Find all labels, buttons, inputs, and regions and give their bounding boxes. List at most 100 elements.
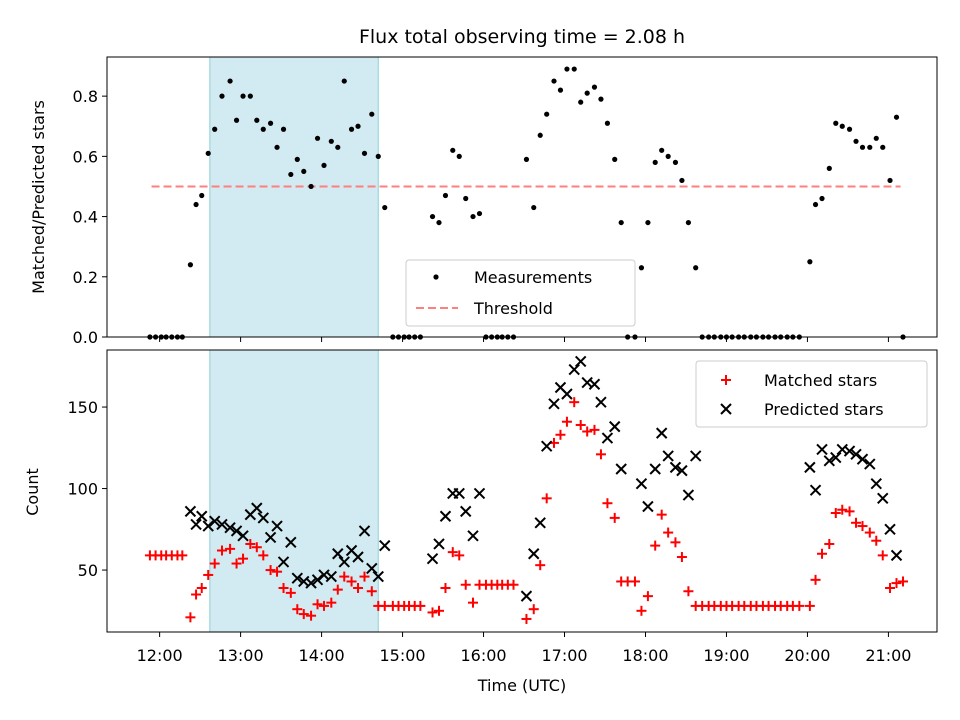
measurement-point: [219, 93, 225, 99]
matched-star-point: [683, 586, 694, 597]
predicted-star-point: [843, 445, 856, 457]
matched-star-point: [595, 449, 606, 460]
measurement-point: [564, 66, 570, 72]
matched-star-point: [468, 597, 479, 608]
measurement-point: [612, 156, 618, 162]
x-tick-label: 16:00: [460, 646, 506, 665]
matched-star-point: [561, 416, 572, 427]
measurement-point: [665, 153, 671, 159]
measurement-point: [812, 201, 819, 208]
measurement-point: [361, 150, 368, 156]
measurement-point: [880, 144, 886, 150]
predicted-star-point: [830, 451, 842, 464]
x-axis-label: Time (UTC): [477, 676, 566, 695]
matched-star-point: [265, 565, 276, 576]
matched-star-point: [454, 550, 465, 561]
matched-star-point: [203, 569, 214, 580]
measurement-point: [274, 144, 280, 150]
predicted-star-point: [271, 520, 283, 532]
predicted-star-point: [609, 420, 621, 433]
top-y-tick-label: 0.2: [73, 268, 98, 287]
measurement-point: [638, 265, 645, 271]
measurement-point: [819, 195, 825, 202]
measurement-point: [537, 132, 543, 138]
top-plot-frame: [106, 56, 938, 338]
measurement-point: [659, 147, 665, 153]
predicted-star-point: [439, 510, 452, 522]
bottom-x-ticks: 12:00 13:00 14:00 15:00 16:00 17:00 18:00 19:00…: [137, 632, 911, 665]
top-panel: 0.00.20.40.60.8 Matched/Predicted stars …: [29, 56, 938, 347]
matched-star-point: [427, 607, 438, 618]
measurement-point: [584, 90, 590, 96]
bottom-y-ticks: 50 100 150: [67, 398, 107, 580]
matched-star-point: [359, 571, 370, 582]
top-y-tick-label: 0.0: [73, 328, 98, 347]
predicted-star-point: [816, 443, 828, 456]
predicted-star-point: [338, 556, 350, 568]
measurement-point: [693, 265, 699, 271]
matched-star-point: [582, 426, 593, 437]
matched-star-point: [629, 576, 640, 587]
matched-star-point: [312, 599, 323, 610]
predicted-star-point: [305, 577, 317, 589]
measurement-point: [240, 93, 246, 99]
predicted-star-point: [809, 484, 822, 496]
matched-star-point: [555, 429, 566, 440]
matched-star-point: [346, 576, 357, 587]
x-tick-label: 21:00: [865, 646, 911, 665]
measurement-point: [335, 144, 341, 150]
measurement-points: [147, 66, 906, 340]
measurement-point: [873, 135, 879, 141]
legend-threshold-label: Threshold: [473, 299, 553, 318]
matched-star-point: [285, 587, 296, 598]
matched-star-point: [810, 574, 821, 585]
measurement-point: [348, 126, 355, 132]
measurement-point: [375, 153, 381, 159]
bottom-legend-box: [695, 360, 928, 428]
predicted-star-point: [568, 363, 580, 376]
matched-star-point: [676, 552, 687, 563]
matched-star-point: [864, 527, 875, 538]
predicted-star-point: [257, 512, 269, 524]
measurement-point: [578, 99, 584, 105]
predicted-star-point: [615, 463, 627, 475]
matched-star-point: [521, 613, 532, 624]
matched-star-point: [824, 538, 835, 549]
predicted-star-point: [635, 477, 648, 490]
matched-star-point: [589, 424, 600, 435]
matched-star-point: [602, 498, 613, 509]
predicted-star-point: [453, 487, 465, 500]
predicted-star-point: [208, 515, 221, 527]
predicted-star-point: [682, 489, 695, 501]
measurement-point: [551, 78, 557, 84]
bottom-legend: Matched stars Predicted stars: [695, 360, 928, 428]
predicted-star-point: [655, 427, 668, 439]
predicted-star-point: [676, 464, 688, 477]
top-y-axis-label: Matched/Predicted stars: [29, 100, 48, 294]
matched-star-point: [238, 553, 249, 564]
measurement-point: [867, 144, 873, 150]
measurement-point: [604, 120, 611, 126]
measurement-point: [314, 135, 321, 141]
x-tick-label: 17:00: [541, 646, 587, 665]
matched-star-point: [319, 600, 330, 611]
predicted-star-point: [540, 440, 553, 452]
predicted-stars-points: [184, 355, 903, 602]
predicted-star-point: [649, 463, 661, 475]
measurement-point: [254, 117, 260, 123]
chart-title: Flux total observing time = 2.08 h: [359, 26, 685, 48]
matched-star-point: [460, 579, 471, 590]
measurement-point: [456, 153, 462, 159]
measurement-point: [826, 165, 832, 171]
matched-star-point: [216, 545, 227, 556]
matched-star-point: [251, 542, 262, 553]
bottom-highlight-span: [209, 349, 379, 633]
matched-star-point: [245, 538, 256, 549]
predicted-star-point: [358, 525, 371, 537]
measurement-point: [301, 168, 307, 175]
predicted-star-point: [575, 355, 587, 368]
matched-star-point: [851, 517, 862, 528]
predicted-star-point: [890, 549, 903, 562]
